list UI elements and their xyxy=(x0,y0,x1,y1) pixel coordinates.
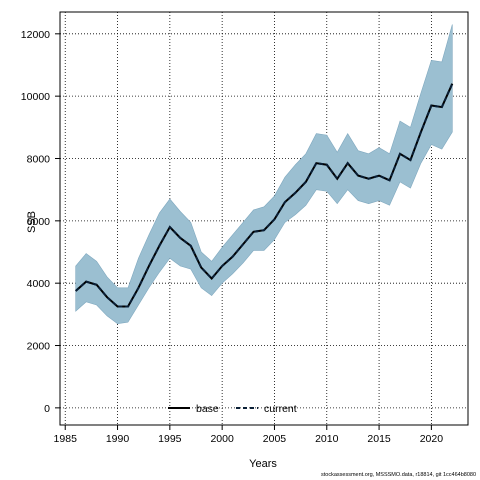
y-tick-label: 4000 xyxy=(27,278,51,290)
y-tick-label: 6000 xyxy=(27,216,51,228)
legend: base current xyxy=(168,403,297,415)
y-axis-title: SSB xyxy=(26,211,38,233)
x-axis-title: Years xyxy=(249,458,277,470)
x-tick-label: 1990 xyxy=(106,433,130,445)
x-tick-label: 2010 xyxy=(315,433,339,445)
y-tick-label: 2000 xyxy=(27,341,51,353)
x-tick-label: 2020 xyxy=(420,433,444,445)
footnote: stockassessment.org, MSSSMO.data, r18814… xyxy=(321,472,476,478)
x-tick-label: 2015 xyxy=(367,433,391,445)
plot-frame xyxy=(59,11,469,426)
series-lines xyxy=(75,83,454,308)
x-tick-label: 1985 xyxy=(54,433,78,445)
y-tick-label: 8000 xyxy=(27,153,51,165)
legend-label-base: base xyxy=(196,403,219,415)
series-line-current xyxy=(75,83,454,308)
legend-label-current: current xyxy=(264,403,297,415)
x-tick-label: 1995 xyxy=(158,433,182,445)
y-tick-label: 12000 xyxy=(21,29,50,41)
confidence-band xyxy=(75,24,453,325)
series-line-base xyxy=(75,83,454,308)
x-tick-label: 2000 xyxy=(210,433,234,445)
x-tick-label: 2005 xyxy=(263,433,287,445)
y-tick-label: 0 xyxy=(44,403,50,415)
y-tick-label: 10000 xyxy=(21,91,50,103)
axes: 1985 1990 1995 2000 2005 2010 2015 2020 0 2000 400… xyxy=(21,29,443,445)
